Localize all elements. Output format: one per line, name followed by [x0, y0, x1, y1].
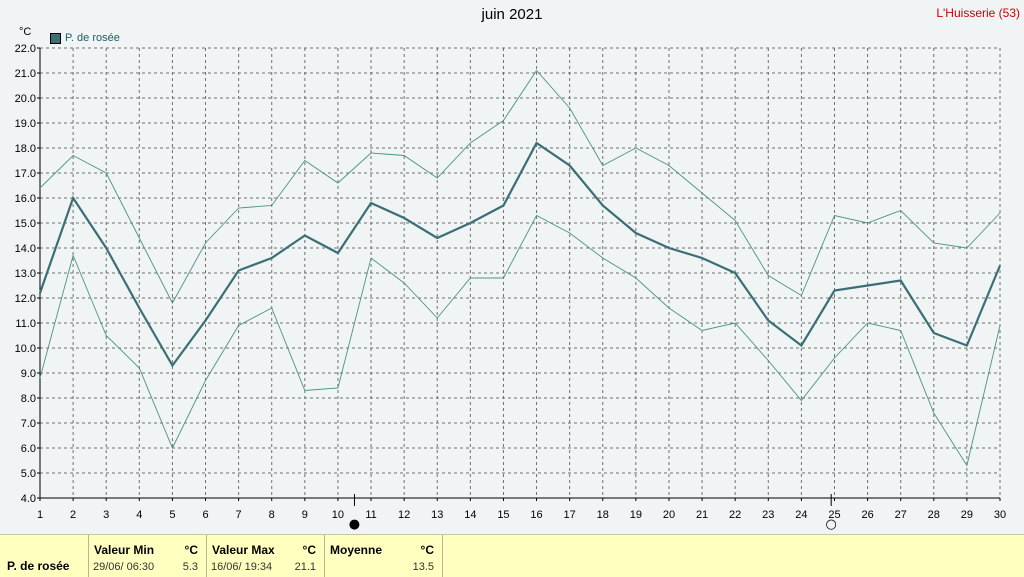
chart-title: juin 2021	[481, 6, 543, 23]
summary-mean-unit: °C	[420, 543, 434, 557]
series-line-mean	[38, 141, 1002, 368]
x-tick-label: 15	[497, 509, 509, 521]
x-tick-label: 28	[928, 509, 940, 521]
x-tick-label: 2	[70, 509, 76, 521]
x-tick-label: 11	[365, 509, 376, 521]
x-tick-label: 10	[332, 509, 344, 521]
series-line-min	[39, 214, 1001, 467]
y-tick-label: 15.0	[15, 218, 36, 230]
series-line-max	[39, 69, 1001, 304]
chart-area: 4.0 5.0 6.0 7.0 8.0 9.0 10.0 11.0 12.0 13.0 14.0 15…	[0, 0, 1024, 534]
x-tick-label: 16	[530, 509, 542, 521]
summary-min-timestamp: 29/06/ 06:30	[93, 561, 155, 573]
y-tick-label: 21.0	[15, 68, 36, 80]
y-tick-label: 16.0	[15, 193, 36, 205]
summary-max-unit: °C	[302, 543, 316, 557]
x-tick-label: 27	[895, 509, 907, 521]
summary-table: P. de rosée Valeur Min °C 29/06/ 06:30 5…	[0, 534, 1024, 577]
y-tick-label: 22.0	[15, 43, 36, 55]
x-tick-label: 9	[302, 509, 308, 521]
x-tick-label: 6	[202, 509, 208, 521]
y-tick-label: 8.0	[21, 393, 36, 405]
summary-min-header: Valeur Min	[94, 543, 155, 557]
y-axis-unit: °C	[19, 26, 32, 38]
summary-mean-value: 13.5	[412, 561, 434, 573]
station-name: L'Huisserie (53)	[936, 6, 1020, 20]
new-moon-icon: ○	[826, 517, 837, 532]
y-tick-label: 13.0	[15, 268, 36, 280]
x-tick-label: 14	[464, 509, 476, 521]
x-tick-label: 12	[398, 509, 410, 521]
x-tick-label: 17	[564, 509, 576, 521]
full-moon-icon: ●	[349, 517, 360, 532]
summary-max-header: Valeur Max	[212, 543, 275, 557]
y-tick-label: 11.0	[15, 318, 36, 330]
summary-mean-cell: Moyenne °C 13.5	[324, 535, 443, 577]
x-tick-label: 23	[762, 509, 774, 521]
x-tick-label: 3	[103, 509, 109, 521]
y-tick-label: 7.0	[21, 418, 36, 430]
y-tick-label: 4.0	[21, 493, 36, 505]
y-tick-label: 5.0	[21, 468, 36, 480]
summary-mean-header: Moyenne	[330, 543, 383, 557]
y-tick-label: 18.0	[15, 143, 36, 155]
legend-label: P. de rosée	[65, 32, 120, 44]
summary-max-value: 21.1	[294, 561, 316, 573]
y-tick-label: 17.0	[15, 168, 36, 180]
y-tick-label: 9.0	[21, 368, 36, 380]
x-tick-label: 20	[663, 509, 675, 521]
summary-min-unit: °C	[184, 543, 198, 557]
y-tick-label: 6.0	[21, 443, 36, 455]
y-tick-label: 10.0	[15, 343, 36, 355]
x-tick-label: 30	[994, 509, 1006, 521]
y-tick-label: 14.0	[15, 243, 36, 255]
x-tick-label: 13	[431, 509, 443, 521]
summary-series-name: P. de rosée	[7, 559, 70, 573]
x-tick-label: 7	[236, 509, 242, 521]
x-tick-label: 1	[37, 509, 43, 521]
x-tick-label: 26	[861, 509, 873, 521]
legend-swatch	[50, 32, 61, 44]
summary-max-cell: Valeur Max °C 16/06/ 19:34 21.1	[206, 535, 324, 577]
x-tick-label: 24	[795, 509, 807, 521]
x-tick-label: 8	[269, 509, 275, 521]
x-tick-label: 18	[597, 509, 609, 521]
x-tick-label: 22	[729, 509, 741, 521]
y-tick-label: 12.0	[15, 293, 36, 305]
chart-svg: 4.05.06.07.08.09.010.011.012.013.014.015…	[15, 43, 1007, 532]
y-tick-label: 20.0	[15, 93, 36, 105]
x-tick-label: 4	[136, 509, 142, 521]
y-tick-label: 19.0	[15, 118, 36, 130]
summary-min-cell: Valeur Min °C 29/06/ 06:30 5.3	[88, 535, 206, 577]
x-tick-label: 29	[961, 509, 973, 521]
x-tick-label: 21	[696, 509, 708, 521]
summary-max-timestamp: 16/06/ 19:34	[211, 561, 273, 573]
summary-min-value: 5.3	[182, 561, 198, 573]
x-tick-label: 19	[630, 509, 642, 521]
x-tick-label: 5	[169, 509, 175, 521]
legend: P. de rosée	[50, 32, 120, 44]
x-tick-label: 25	[828, 509, 840, 521]
